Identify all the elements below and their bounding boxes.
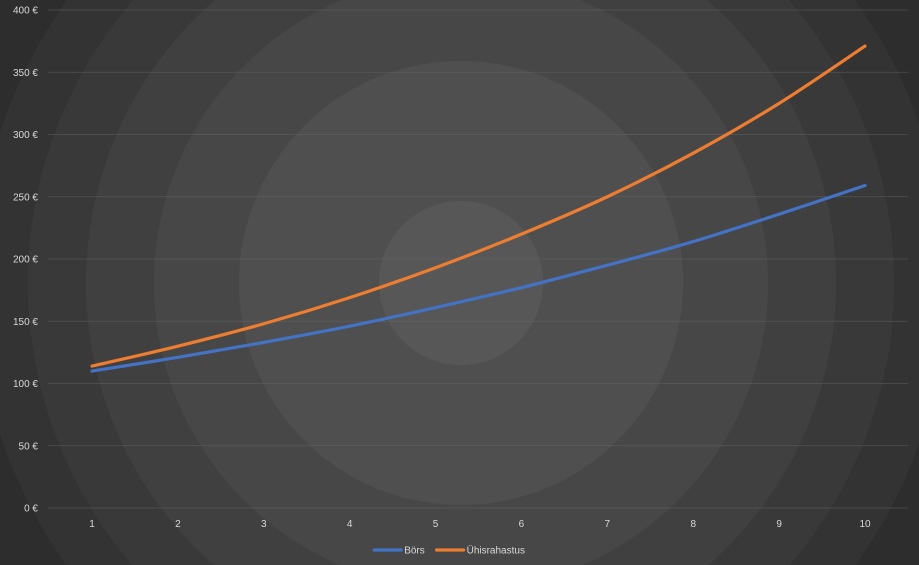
x-tick-label: 6 [519,519,525,530]
y-tick-label: 0 € [24,504,38,515]
y-tick-label: 400 € [13,6,38,17]
y-tick-label: 100 € [13,379,38,390]
legend: Börs Ühisrahastus [372,545,525,557]
x-tick-label: 8 [690,519,696,530]
y-tick-label: 150 € [13,317,38,328]
y-tick-label: 200 € [13,255,38,266]
x-tick-label: 4 [347,519,353,530]
series-line-1 [90,183,867,373]
x-tick-label: 5 [433,519,439,530]
series-line-2 [90,44,867,368]
y-tick-label: 350 € [13,68,38,79]
x-tick-label: 1 [89,519,95,530]
legend-item: Börs [372,546,425,557]
x-tick-label: 3 [261,519,267,530]
y-tick-label: 300 € [13,130,38,141]
legend-label: Börs [404,546,425,557]
y-axis: 0 € 50 € 100 € 150 € 200 € 250 € 300 € 350 € 400… [13,6,38,515]
x-tick-label: 2 [175,519,181,530]
x-axis: 1 2 3 4 5 6 7 8 9 10 [89,519,871,530]
x-tick-label: 9 [776,519,782,530]
y-tick-label: 50 € [19,441,39,452]
x-tick-label: 10 [859,519,871,530]
series-lines [90,44,867,373]
legend-label: Ühisrahastus [467,545,525,557]
legend-item: Ühisrahastus [435,545,525,557]
y-tick-label: 250 € [13,192,38,203]
gridlines [48,9,908,509]
x-tick-label: 7 [605,519,611,530]
